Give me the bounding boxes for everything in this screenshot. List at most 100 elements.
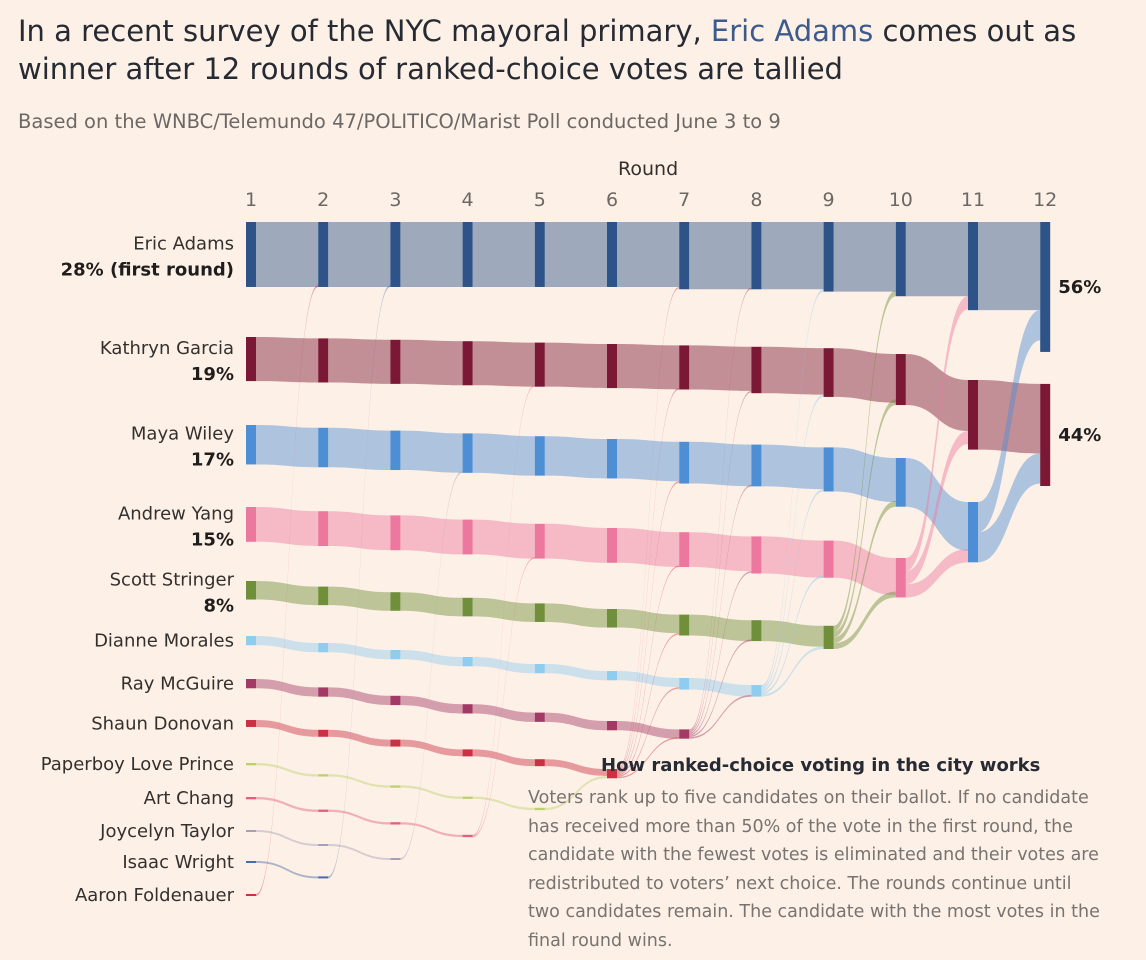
sankey-links [256,222,1041,897]
node-dianne-morales-round-7 [679,678,690,690]
ribbon-maya-wiley-r8 [761,444,824,490]
node-shaun-donovan-round-3 [390,739,401,747]
first-round-share-eric-adams: 28% (first round) [61,259,234,280]
transfer-shaun-donovan-to-maya-wiley [617,481,680,774]
node-scott-stringer-round-1 [246,581,256,600]
ribbon-scott-stringer-r8 [761,620,824,647]
node-maya-wiley-round-5 [534,436,545,476]
transfer-andrew-yang-to-kathryn-garcia [905,431,968,585]
ribbon-ray-mcguire-r5 [544,712,607,731]
node-andrew-yang-round-4 [462,519,473,555]
node-andrew-yang-round-8 [751,536,762,574]
node-dianne-morales-round-5 [534,664,545,674]
node-kathryn-garcia-round-2 [318,338,329,383]
round-tick-8: 8 [750,189,762,211]
ribbon-kathryn-garcia-r4 [472,341,535,387]
node-dianne-morales-round-8 [751,685,762,697]
transfer-shaun-donovan-to-dianne-morales [617,687,680,778]
ribbon-andrew-yang-r2 [328,511,391,551]
node-eric-adams-round-3 [390,222,401,287]
node-dianne-morales-round-3 [390,650,401,660]
ribbon-shaun-donovan-r2 [328,729,391,747]
ribbon-art-chang-r1 [256,797,319,812]
explainer-title: How ranked-choice voting in the city wor… [601,755,1041,776]
ribbon-shaun-donovan-r4 [472,749,535,767]
transfer-shaun-donovan-to-ray-mcguire [617,737,680,779]
node-maya-wiley-round-10 [895,458,906,507]
transfer-maya-wiley-to-eric-adams [978,310,1041,533]
ribbon-dianne-morales-r6 [617,671,680,688]
node-eric-adams-round-7 [679,222,690,290]
node-shaun-donovan-round-6 [607,769,617,779]
node-scott-stringer-round-4 [462,597,473,617]
node-eric-adams-round-6 [607,222,617,287]
node-andrew-yang-round-2 [318,511,329,546]
node-isaac-wright-round-1 [246,861,256,863]
node-paperboy-love-prince-round-3 [390,785,401,788]
ribbon-scott-stringer-r1 [256,581,319,606]
node-aaron-foldenauer-round-1 [246,894,256,896]
transfer-aaron-foldenauer-to-eric-adams [256,284,319,897]
transfer-andrew-yang-to-eric-adams [905,296,968,572]
node-kathryn-garcia-round-6 [607,344,617,389]
transfer-isaac-wright-to-eric-adams [328,284,391,879]
node-scott-stringer-round-7 [679,614,690,636]
node-eric-adams-round-12 [1040,222,1051,352]
node-isaac-wright-round-2 [318,876,329,879]
ribbon-kathryn-garcia-r3 [400,339,463,386]
transfer-ray-mcguire-to-scott-stringer [689,639,752,738]
ribbon-paperboy-love-prince-r1 [256,763,319,777]
candidate-label-kathryn-garcia: Kathryn Garcia [100,338,234,359]
ribbon-isaac-wright-r1 [256,861,319,879]
final-share-kathryn-garcia: 44% [1058,425,1101,446]
ribbon-kathryn-garcia-r8 [761,346,824,395]
ribbon-eric-adams-r8 [761,222,824,290]
first-round-share-andrew-yang: 15% [191,529,234,550]
ribbon-kathryn-garcia-r5 [544,342,607,389]
candidate-label-maya-wiley: Maya Wiley [131,424,234,445]
node-eric-adams-round-8 [751,222,762,290]
ribbon-kathryn-garcia-r6 [617,344,680,390]
explainer-box: How ranked-choice voting in the city wor… [528,752,1108,955]
transfer-paperboy-love-prince-to-shaun-donovan [544,775,607,811]
node-scott-stringer-round-6 [607,609,617,628]
ribbon-eric-adams-r3 [400,222,463,287]
node-kathryn-garcia-round-5 [534,342,545,387]
title-highlight: Eric Adams [710,14,874,48]
node-maya-wiley-round-11 [968,502,978,563]
round-tick-12: 12 [1033,189,1057,211]
transfer-andrew-yang-to-maya-wiley [905,549,968,598]
node-shaun-donovan-round-2 [318,729,329,737]
ribbon-scott-stringer-r5 [544,603,607,628]
ribbon-dianne-morales-r2 [328,643,391,660]
node-dianne-morales-round-4 [462,657,473,667]
node-eric-adams-round-5 [534,222,545,287]
round-tick-9: 9 [823,189,835,211]
node-kathryn-garcia-round-10 [895,354,906,406]
sankey-nodes [246,222,1051,896]
ribbon-shaun-donovan-r1 [256,720,319,737]
ribbon-scott-stringer-r7 [689,614,752,642]
ribbon-kathryn-garcia-r11 [978,380,1041,454]
transfer-ray-mcguire-to-andrew-yang [689,571,752,736]
transfer-dianne-morales-to-kathryn-garcia [761,394,824,690]
node-maya-wiley-round-4 [462,433,473,473]
ribbon-scott-stringer-r2 [328,586,391,611]
ribbon-dianne-morales-r3 [400,650,463,667]
node-scott-stringer-round-3 [390,592,401,611]
chart-subtitle: Based on the WNBC/Telemundo 47/POLITICO/… [18,110,781,133]
transfer-art-chang-to-kathryn-garcia [472,385,535,837]
ribbon-andrew-yang-r8 [761,536,824,578]
ribbon-scott-stringer-r4 [472,597,535,622]
node-kathryn-garcia-round-8 [751,346,762,394]
ribbon-paperboy-love-prince-r2 [328,774,391,788]
ribbon-paperboy-love-prince-r3 [400,785,463,799]
ribbon-maya-wiley-r5 [544,436,607,479]
chart-title: In a recent survey of the NYC mayoral pr… [18,12,1128,88]
ribbon-paperboy-love-prince-r4 [472,796,535,811]
node-maya-wiley-round-9 [823,447,834,492]
ribbon-andrew-yang-r6 [617,528,680,567]
transfer-maya-wiley-to-kathryn-garcia [978,453,1041,563]
ribbon-ray-mcguire-r3 [400,695,463,714]
round-tick-7: 7 [678,189,690,211]
